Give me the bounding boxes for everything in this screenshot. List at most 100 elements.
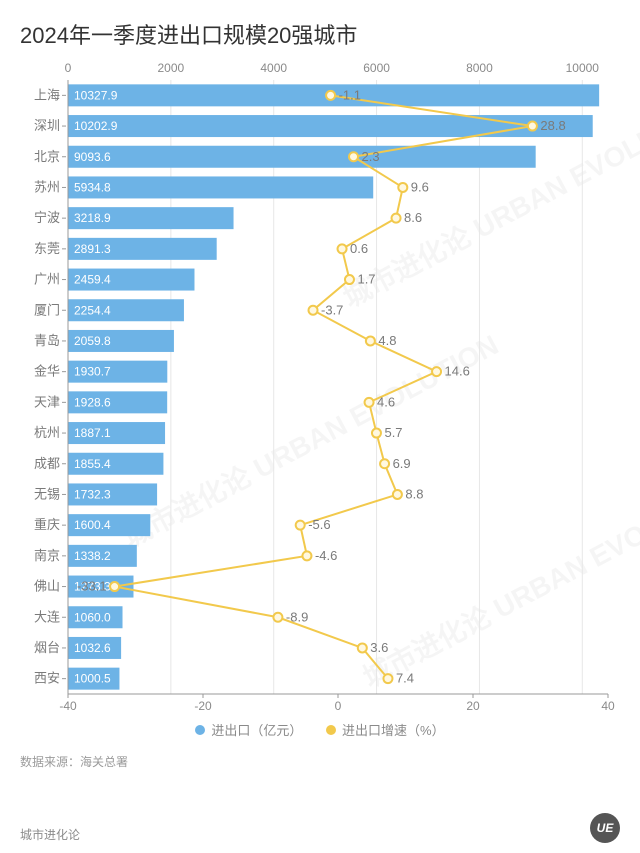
growth-value: 1.7 (357, 272, 375, 287)
bar-value: 1338.2 (74, 549, 111, 563)
city-label: 杭州 (34, 425, 60, 440)
growth-value: 3.6 (370, 640, 388, 655)
source-prefix: 数据来源： (20, 755, 80, 769)
growth-marker (273, 613, 282, 622)
growth-marker (398, 183, 407, 192)
city-label: 东莞 (34, 241, 60, 256)
city-label: 金华 (34, 364, 60, 379)
city-label: 无锡 (34, 486, 60, 501)
svg-text:4000: 4000 (260, 61, 287, 75)
city-label: 厦门 (34, 302, 60, 317)
growth-marker (349, 152, 358, 161)
growth-value: 7.4 (396, 671, 414, 686)
city-label: 天津 (34, 394, 60, 409)
growth-value: 8.8 (405, 486, 423, 501)
legend-line-swatch (326, 725, 336, 735)
growth-value: -33.1 (77, 579, 107, 594)
city-label: 宁波 (34, 210, 60, 225)
growth-value: 28.8 (540, 118, 565, 133)
growth-marker (365, 398, 374, 407)
legend-line-label: 进出口增速（%） (342, 720, 445, 739)
growth-marker (366, 336, 375, 345)
footer-brand: 城市进化论 (20, 826, 80, 843)
svg-text:6000: 6000 (363, 61, 390, 75)
bar-value: 1887.1 (74, 426, 111, 440)
bar-value: 3218.9 (74, 211, 111, 225)
city-label: 烟台 (34, 640, 60, 655)
growth-marker (432, 367, 441, 376)
city-label: 青岛 (34, 333, 60, 348)
plot-area: 0 2000 4000 6000 8000 10000 上海 10327.9 深圳 10202.9… (20, 56, 620, 716)
city-label: 南京 (34, 548, 60, 563)
svg-text:20: 20 (466, 699, 480, 713)
svg-text:2000: 2000 (158, 61, 185, 75)
svg-text:40: 40 (601, 699, 615, 713)
bar-value: 9093.6 (74, 150, 111, 164)
bar-value: 1732.3 (74, 487, 111, 501)
svg-text:-20: -20 (194, 699, 212, 713)
brand-logo: UE (590, 813, 620, 843)
svg-text:0: 0 (65, 61, 72, 75)
bar-value: 10327.9 (74, 88, 118, 102)
svg-text:-40: -40 (59, 699, 77, 713)
legend-bar-label: 进出口（亿元） (211, 720, 302, 739)
growth-value: 2.3 (362, 149, 380, 164)
growth-marker (372, 429, 381, 438)
bar-value: 1855.4 (74, 457, 111, 471)
bar-value: 1930.7 (74, 365, 111, 379)
bar-value: 1928.6 (74, 395, 111, 409)
growth-value: 14.6 (445, 364, 470, 379)
city-label: 西安 (34, 671, 60, 686)
growth-value: -8.9 (286, 609, 308, 624)
growth-value: -3.7 (321, 302, 343, 317)
legend-bar: 进出口（亿元） (195, 720, 302, 739)
chart-title: 2024年一季度进出口规模20强城市 (20, 18, 620, 50)
growth-value: -4.6 (315, 548, 337, 563)
city-label: 大连 (34, 609, 60, 624)
growth-marker (296, 521, 305, 530)
city-label: 苏州 (34, 179, 60, 194)
chart-svg: 0 2000 4000 6000 8000 10000 上海 10327.9 深圳 10202.9… (20, 56, 620, 716)
bar-value: 1032.6 (74, 641, 111, 655)
growth-marker (345, 275, 354, 284)
growth-marker (110, 582, 119, 591)
growth-marker (528, 122, 537, 131)
legend-bar-swatch (195, 725, 205, 735)
growth-value: 8.6 (404, 210, 422, 225)
growth-marker (309, 306, 318, 315)
bar-value: 5934.8 (74, 180, 111, 194)
svg-text:8000: 8000 (466, 61, 493, 75)
growth-value: -5.6 (308, 517, 330, 532)
growth-value: 5.7 (384, 425, 402, 440)
growth-marker (380, 459, 389, 468)
bar-value: 10202.9 (74, 119, 118, 133)
growth-marker (302, 551, 311, 560)
svg-text:0: 0 (335, 699, 342, 713)
growth-value: 9.6 (411, 179, 429, 194)
city-label: 成都 (34, 456, 60, 471)
source-text: 海关总署 (80, 755, 128, 769)
city-label: 佛山 (34, 579, 60, 594)
growth-value: 4.6 (377, 394, 395, 409)
growth-marker (393, 490, 402, 499)
city-label: 深圳 (34, 118, 60, 133)
growth-value: 4.8 (378, 333, 396, 348)
data-source: 数据来源：海关总署 (20, 753, 620, 770)
city-label: 重庆 (34, 517, 60, 532)
svg-text:10000: 10000 (566, 61, 600, 75)
bar-value: 1000.5 (74, 672, 111, 686)
growth-value: 0.6 (350, 241, 368, 256)
bar-value: 1060.0 (74, 610, 111, 624)
legend-line: 进出口增速（%） (326, 720, 445, 739)
bar-value: 2059.8 (74, 334, 111, 348)
city-label: 广州 (34, 272, 60, 287)
bar-value: 2891.3 (74, 242, 111, 256)
growth-marker (392, 214, 401, 223)
bar (68, 115, 593, 137)
growth-marker (326, 91, 335, 100)
growth-marker (338, 244, 347, 253)
city-label: 上海 (34, 87, 60, 102)
footer: 城市进化论 UE (20, 813, 620, 843)
bar-value: 2254.4 (74, 303, 111, 317)
growth-value: -1.1 (339, 87, 361, 102)
